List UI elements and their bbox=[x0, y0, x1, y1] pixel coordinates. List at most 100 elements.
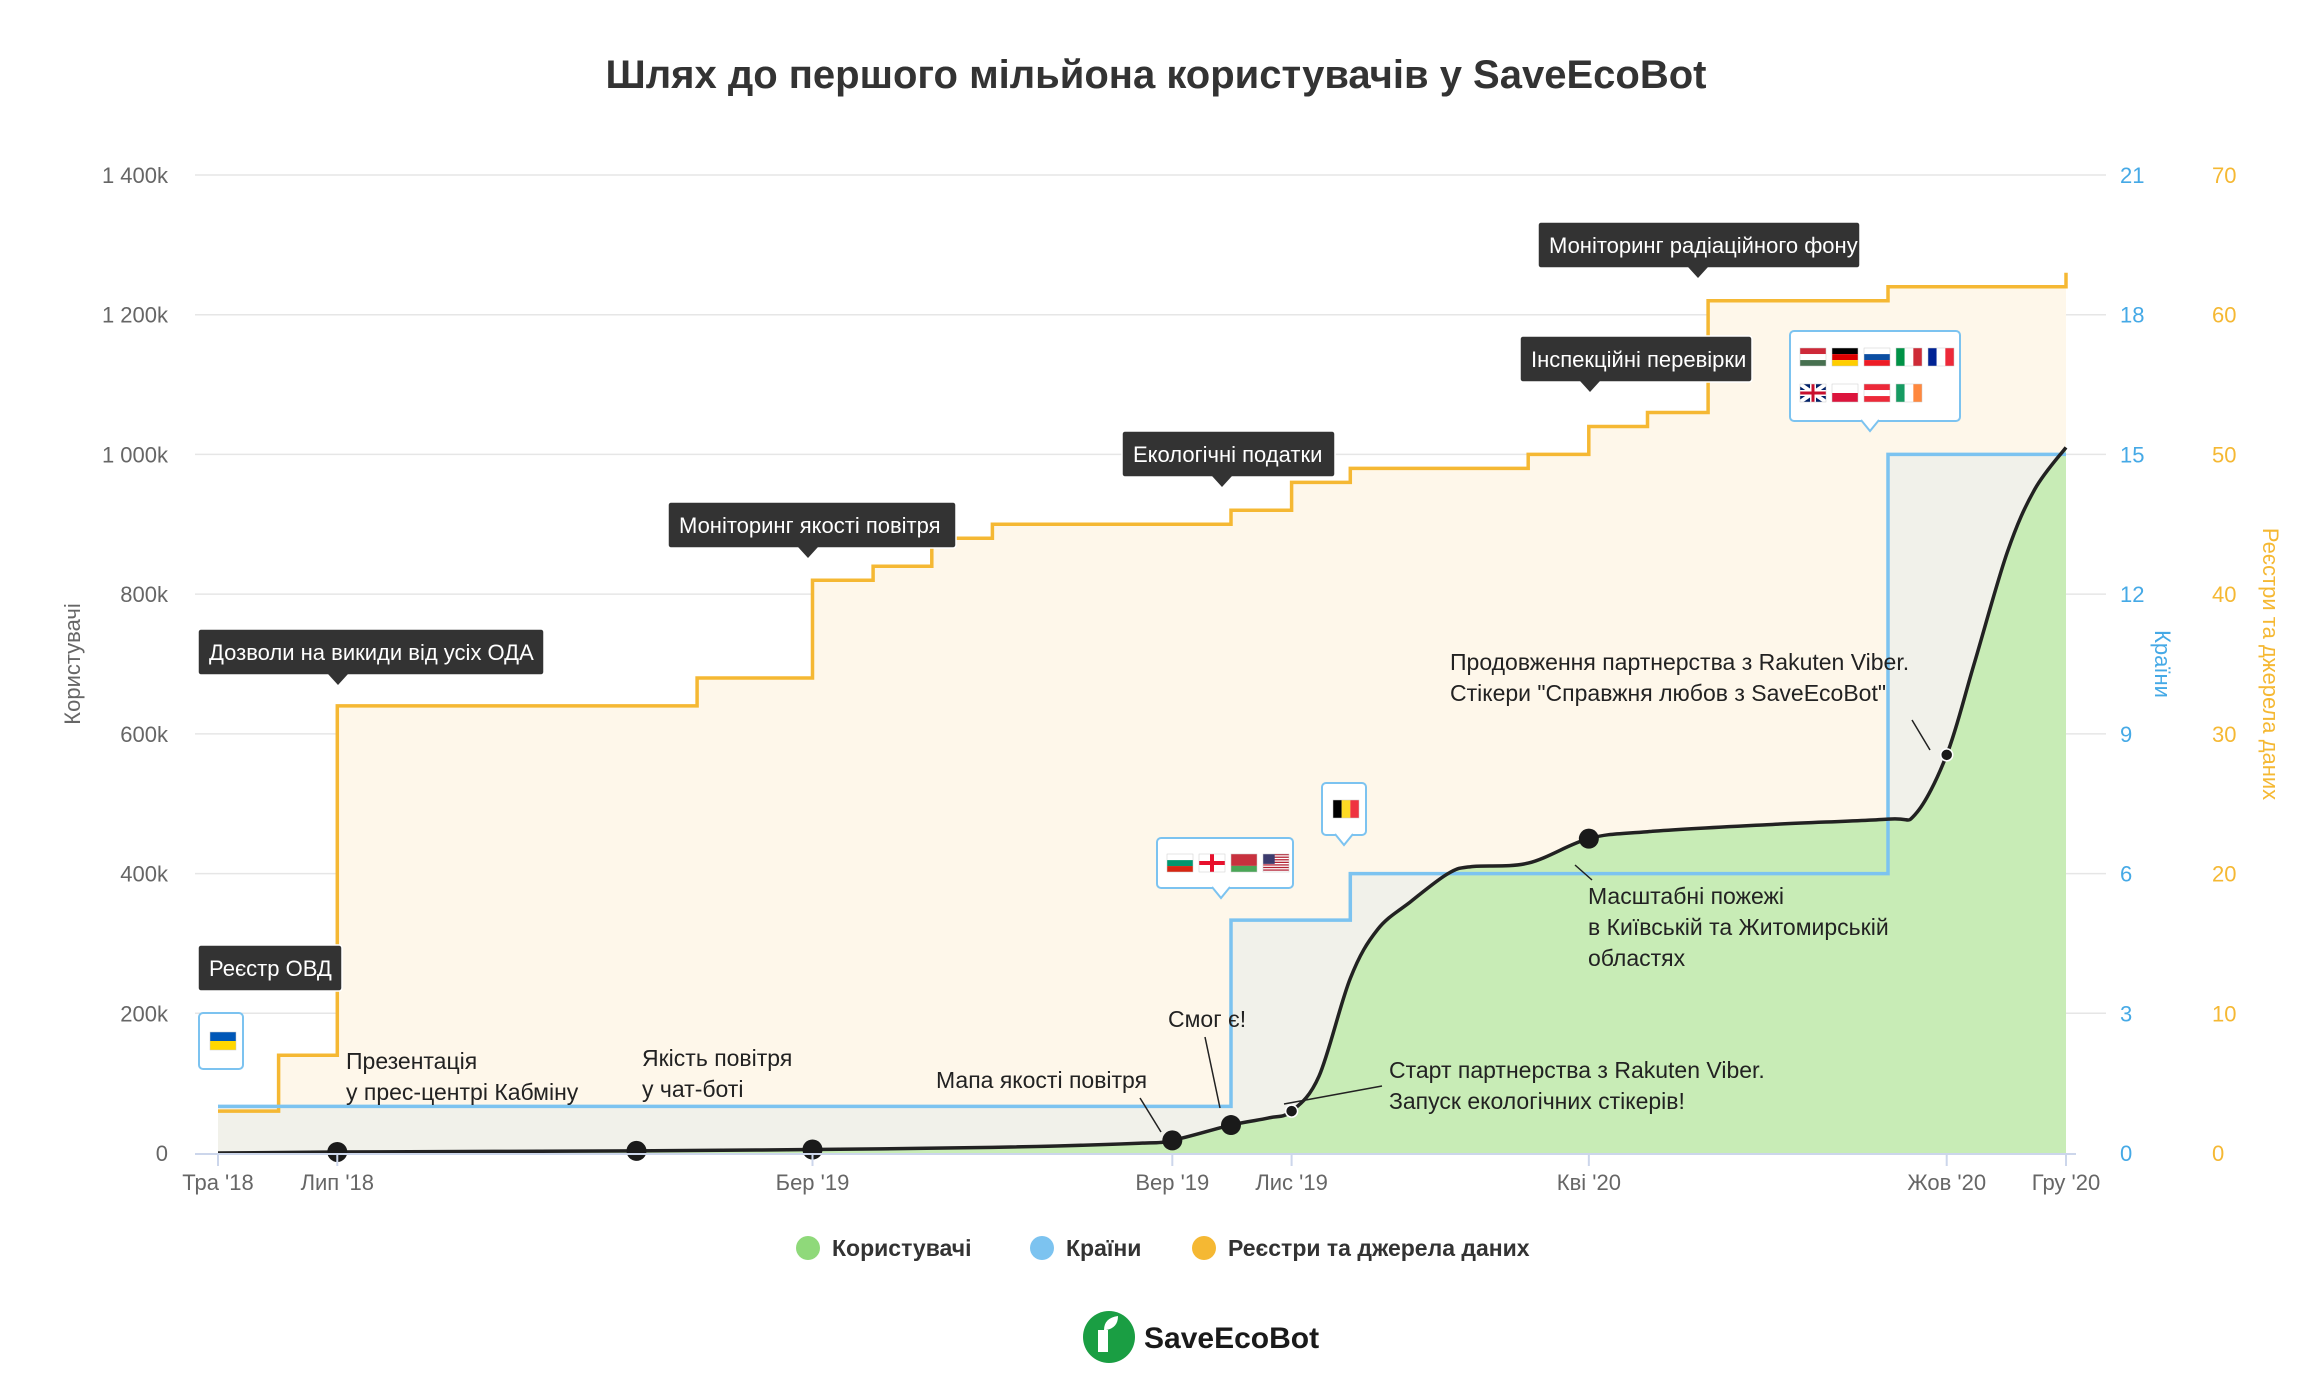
annotation-line: у прес-центрі Кабміну bbox=[346, 1079, 579, 1105]
annotation-pointer bbox=[798, 547, 818, 558]
annotation-box bbox=[197, 944, 343, 992]
series-area-users bbox=[218, 447, 2066, 1153]
y-tick-label-registries: 10 bbox=[2212, 1001, 2236, 1026]
series-line-countries bbox=[218, 452, 2066, 1109]
annotation-line: Стікери "Справжня любов з SaveEcoBot" bbox=[1450, 680, 1886, 706]
annotation-label: Продовження партнерства з Rakuten Viber.… bbox=[1450, 649, 1931, 751]
flag-it-icon bbox=[1895, 347, 1923, 367]
y-tick-label-users: 0 bbox=[156, 1141, 168, 1166]
y-tick-label-countries: 0 bbox=[2120, 1141, 2132, 1166]
x-tick-label: Лис '19 bbox=[1255, 1170, 1328, 1195]
annotation-label: Масштабні пожежі в Київській та Житомирсь… bbox=[1574, 864, 1889, 971]
annotation-line: Якість повітря bbox=[642, 1045, 792, 1071]
annotation-label-dark: Моніторинг якості повітря bbox=[667, 501, 957, 558]
flag-be-icon bbox=[1332, 799, 1360, 819]
flag-gb-icon bbox=[1798, 382, 1828, 404]
flag-ie-icon bbox=[1895, 383, 1923, 403]
event-marker[interactable] bbox=[626, 1140, 647, 1161]
annotation-label: Старт партнерства з Rakuten Viber. Запуск… bbox=[1283, 1057, 1765, 1114]
annotation-line: Старт партнерства з Rakuten Viber. bbox=[1389, 1057, 1765, 1083]
axes: 0 200k 400k 600k 800k 1 000k 1 200k 1 400k 0 3 6 9 1… bbox=[60, 163, 2283, 1195]
annotation-line: Запуск екологічних стікерів! bbox=[1389, 1088, 1685, 1114]
annotations: Реєстр ОВД Дозволи на викиди від усіх ОДА… bbox=[197, 221, 1961, 1133]
annotation-pointer bbox=[1212, 476, 1232, 487]
annotation-text: Дозволи на викиди від усіх ОДА bbox=[209, 640, 534, 665]
flag-hu-icon bbox=[1799, 347, 1827, 367]
flag-de-icon bbox=[1831, 347, 1859, 367]
annotation-line: в Київській та Житомирській bbox=[1588, 914, 1889, 940]
event-marker[interactable] bbox=[1578, 828, 1599, 849]
flag-callout bbox=[1156, 837, 1294, 900]
y-tick-label-registries: 40 bbox=[2212, 582, 2236, 607]
logo-text-save: Save bbox=[1144, 1322, 1214, 1355]
flag-callout bbox=[198, 1012, 244, 1070]
y-tick-label-users: 1 000k bbox=[102, 442, 169, 467]
annotation-line: областях bbox=[1588, 945, 1686, 971]
y-axis-title-registries: Реєстри та джерела даних bbox=[2258, 528, 2283, 800]
series-line-users bbox=[217, 446, 2068, 1155]
flag-sk-icon bbox=[1863, 347, 1891, 367]
event-marker[interactable] bbox=[1220, 1115, 1241, 1136]
flag-pl-icon bbox=[1831, 383, 1859, 403]
legend-item-countries[interactable]: Країни bbox=[1030, 1235, 1141, 1261]
chart-title: Шлях до першого мільйона користувачів у … bbox=[606, 53, 1707, 97]
annotation-label: Якість повітря у чат-боті bbox=[642, 1045, 792, 1102]
annotation-label-dark: Моніторинг радіаційного фону bbox=[1537, 221, 1861, 278]
y-tick-label-registries: 60 bbox=[2212, 303, 2236, 328]
annotation-text: Реєстр ОВД bbox=[209, 956, 332, 981]
annotation-text: Моніторинг радіаційного фону bbox=[1549, 233, 1858, 258]
annotation-line: у чат-боті bbox=[642, 1076, 743, 1102]
annotation-pointer bbox=[328, 674, 348, 685]
annotation-leader bbox=[1574, 864, 1593, 881]
y-tick-label-users: 400k bbox=[120, 862, 169, 887]
flag-callout-pointer bbox=[1860, 419, 1880, 433]
y-tick-label-countries: 9 bbox=[2120, 722, 2132, 747]
legend-item-users[interactable]: Користувачі bbox=[796, 1235, 972, 1261]
annotation-pointer bbox=[1688, 267, 1708, 278]
logo-badge-icon bbox=[1083, 1311, 1135, 1363]
series-line-registries bbox=[218, 272, 2068, 1113]
y-tick-label-registries: 50 bbox=[2212, 442, 2236, 467]
flag-callout-box bbox=[1789, 330, 1961, 422]
y-tick-label-users: 1 200k bbox=[102, 303, 169, 328]
legend-dot-countries bbox=[1030, 1236, 1054, 1260]
y-axis-title-countries: Країни bbox=[2150, 630, 2175, 698]
annotation-leader bbox=[1283, 1085, 1383, 1105]
flag-us-icon bbox=[1262, 853, 1290, 873]
legend-dot-users bbox=[796, 1236, 820, 1260]
legend-dot-registries bbox=[1192, 1236, 1216, 1260]
annotation-text: Екологічні податки bbox=[1133, 442, 1322, 467]
flag-callout-pointer bbox=[1334, 833, 1354, 847]
annotation-text: Моніторинг якості повітря bbox=[679, 513, 941, 538]
y-tick-label-users: 200k bbox=[120, 1001, 169, 1026]
annotation-pointer bbox=[1580, 381, 1600, 392]
flag-callout bbox=[1321, 782, 1367, 847]
annotation-leader bbox=[1204, 1036, 1221, 1109]
flag-by-icon bbox=[1230, 853, 1258, 873]
annotation-label: Смог є! bbox=[1168, 1006, 1246, 1109]
legend-label-users: Користувачі bbox=[832, 1235, 972, 1261]
y-tick-label-users: 800k bbox=[120, 582, 169, 607]
legend-label-countries: Країни bbox=[1066, 1235, 1141, 1261]
annotation-leader bbox=[1139, 1097, 1162, 1133]
annotation-line: Смог є! bbox=[1168, 1006, 1246, 1032]
y-tick-label-countries: 12 bbox=[2120, 582, 2144, 607]
y-tick-label-registries: 30 bbox=[2212, 722, 2236, 747]
y-tick-label-registries: 70 bbox=[2212, 163, 2236, 188]
x-tick-label: Вер '19 bbox=[1135, 1170, 1209, 1195]
annotation-line: Масштабні пожежі bbox=[1588, 883, 1784, 909]
event-marker[interactable] bbox=[1162, 1130, 1183, 1151]
annotation-box bbox=[1519, 335, 1753, 383]
event-marker[interactable] bbox=[327, 1141, 348, 1162]
y-tick-label-countries: 3 bbox=[2120, 1001, 2132, 1026]
flag-bg-icon bbox=[1166, 853, 1194, 873]
event-marker[interactable] bbox=[1284, 1104, 1299, 1118]
y-tick-label-users: 600k bbox=[120, 722, 169, 747]
y-tick-label-countries: 21 bbox=[2120, 163, 2144, 188]
legend-item-registries[interactable]: Реєстри та джерела даних bbox=[1192, 1235, 1530, 1261]
event-marker[interactable] bbox=[1939, 748, 1954, 762]
annotation-text: Інспекційні перевірки bbox=[1531, 347, 1746, 372]
area-fills bbox=[218, 272, 2066, 1153]
annotation-line: Мапа якості повітря bbox=[936, 1067, 1147, 1093]
